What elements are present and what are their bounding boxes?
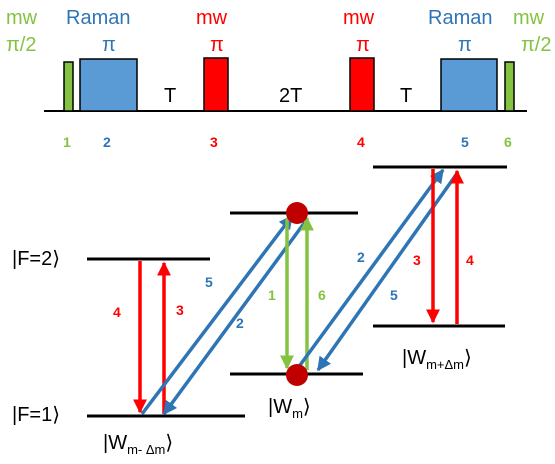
transition-label-right-blue-upper: 2 [357, 249, 365, 265]
atom-dot-upper [286, 202, 308, 224]
transition-label-left-red-down: 4 [113, 304, 121, 320]
pulse-mw-6 [504, 61, 515, 112]
pulse-area-5: π [458, 34, 472, 56]
header-mw-2: mw [196, 7, 228, 29]
arrow-left-blue-up [140, 214, 294, 416]
header-mw-3: mw [343, 7, 375, 29]
pulse-number-6: 6 [504, 134, 512, 150]
transition-label-center-green-left: 1 [268, 287, 276, 303]
pulse-raman-5 [440, 58, 498, 112]
level-diagram: |F=2⟩ |F=1⟩ |Wm- Δm⟩ |Wm⟩ |Wm+Δm⟩ 4 3 5 … [12, 165, 507, 457]
transition-label-right-red-down: 3 [413, 252, 421, 268]
header-raman-1: Raman [66, 7, 130, 29]
pulse-raman-2 [79, 58, 138, 112]
transition-label-center-green-right: 6 [318, 287, 326, 303]
label-w-center: |Wm⟩ [268, 396, 311, 421]
arrow-right-blue-down [316, 170, 460, 372]
pulse-number-5: 5 [461, 134, 469, 150]
label-w-minus: |Wm- Δm⟩ [103, 432, 173, 457]
transition-label-left-blue-upper: 5 [205, 274, 213, 290]
pulse-mw-4 [349, 57, 375, 112]
transition-label-left-blue-lower: 2 [236, 315, 244, 331]
arrow-left-blue-down [162, 220, 307, 416]
pulse-number-1: 1 [63, 134, 71, 150]
interval-t-2: T [400, 85, 412, 107]
pulse-area-4: π [356, 34, 370, 56]
arrow-right-blue-up [293, 168, 445, 374]
pulse-mw-3 [203, 57, 229, 112]
pulse-mw-1 [63, 61, 74, 112]
label-f1: |F=1⟩ [12, 404, 60, 426]
pulse-area-3: π [210, 34, 224, 56]
pulse-area-2: π [102, 34, 116, 56]
transition-label-right-blue-lower: 5 [390, 287, 398, 303]
label-w-plus: |Wm+Δm⟩ [402, 347, 472, 372]
pulse-area-1: π/2 [6, 34, 36, 56]
header-mw-4: mw [513, 7, 545, 29]
header-mw-1: mw [6, 7, 38, 29]
transition-label-right-red-up: 4 [466, 252, 474, 268]
pulse-sequence: mw Raman mw mw Raman mw π/2 π π π π π/2 … [6, 7, 551, 150]
pulse-number-2: 2 [103, 134, 111, 150]
interval-t-1: T [164, 85, 176, 107]
pulse-number-3: 3 [210, 134, 218, 150]
atom-dot-lower [286, 364, 308, 386]
label-f2: |F=2⟩ [12, 248, 60, 270]
interval-2t: 2T [279, 85, 302, 107]
transition-label-left-red-up: 3 [176, 302, 184, 318]
header-raman-2: Raman [428, 7, 492, 29]
pulse-area-6: π/2 [521, 34, 551, 56]
pulse-number-4: 4 [357, 134, 365, 150]
